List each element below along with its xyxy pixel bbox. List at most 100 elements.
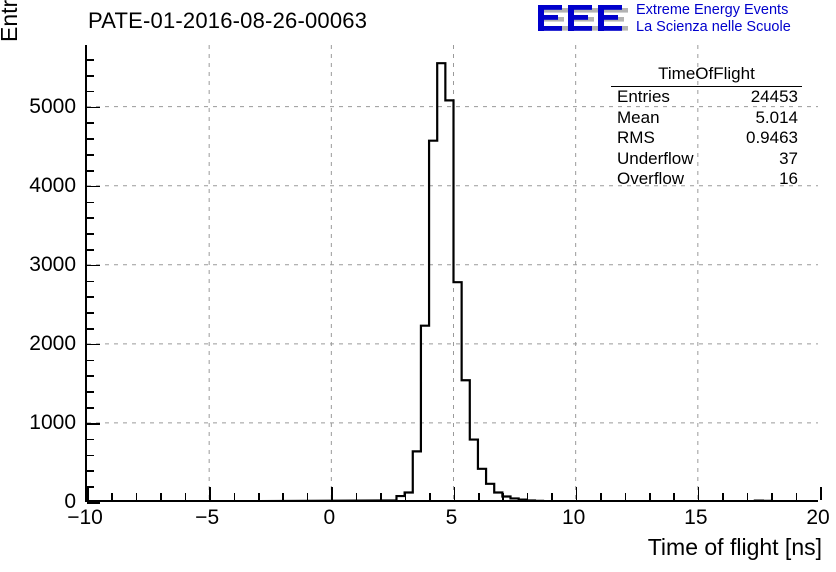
- x-minor-tick: [551, 493, 553, 500]
- y-tick-label: 3000: [29, 252, 76, 276]
- x-major-tick: [697, 487, 700, 500]
- x-minor-tick: [404, 493, 407, 500]
- stats-row: Underflow 37: [611, 149, 802, 170]
- y-minor-tick: [87, 233, 94, 235]
- x-minor-tick: [648, 493, 651, 500]
- x-minor-tick: [111, 493, 114, 500]
- y-minor-tick: [87, 217, 94, 219]
- x-minor-tick: [502, 493, 504, 500]
- eee-logo-line2: La Scienza nelle Scuole: [636, 18, 791, 35]
- x-minor-tick: [673, 493, 675, 500]
- x-major-tick: [331, 487, 333, 500]
- y-minor-tick: [87, 75, 94, 77]
- stats-value: 5.014: [755, 107, 798, 127]
- x-minor-tick: [600, 493, 602, 500]
- y-minor-tick: [87, 280, 94, 283]
- y-minor-tick: [87, 90, 94, 93]
- y-minor-tick: [87, 438, 94, 441]
- y-major-tick: [87, 185, 100, 188]
- y-tick-label: 1000: [29, 410, 76, 434]
- x-minor-tick: [184, 493, 187, 500]
- stats-row: Mean 5.014: [611, 108, 802, 129]
- stats-key: RMS: [617, 128, 655, 147]
- x-tick-label: −5: [195, 506, 220, 529]
- y-major-tick: [87, 502, 100, 504]
- stats-rows: Entries 24453 Mean 5.014 RMS 0.9463 Underflow 3…: [611, 87, 802, 190]
- y-minor-tick: [87, 122, 94, 125]
- x-tick-label: 15: [684, 506, 708, 529]
- x-minor-tick: [233, 493, 236, 500]
- plot-frame: [85, 45, 822, 504]
- eee-logo: Extreme Energy Events La Scienza nelle S…: [536, 2, 836, 38]
- y-minor-tick: [87, 296, 94, 299]
- x-tick-label: 0: [323, 506, 336, 529]
- y-minor-tick: [87, 154, 94, 156]
- stats-key: Entries: [617, 87, 670, 106]
- y-major-tick: [87, 264, 100, 267]
- x-minor-tick: [306, 493, 309, 500]
- y-minor-tick: [87, 454, 94, 457]
- stats-key: Mean: [617, 107, 660, 127]
- x-minor-tick: [771, 493, 773, 500]
- x-minor-tick: [746, 493, 749, 500]
- y-minor-tick: [87, 169, 94, 172]
- stats-box: TimeOfFlight Entries 24453 Mean 5.014 RMS 0.9…: [611, 64, 802, 190]
- y-minor-tick: [87, 359, 94, 362]
- x-axis-title: Time of flight [ns]: [647, 534, 822, 560]
- x-minor-tick: [282, 493, 285, 500]
- x-minor-tick: [477, 493, 480, 500]
- stats-key: Underflow: [617, 148, 694, 168]
- y-minor-tick: [87, 375, 94, 378]
- y-axis-title: Entries/bin: [0, 0, 23, 42]
- x-minor-tick: [795, 493, 798, 500]
- eee-logo-text: Extreme Energy Events La Scienza nelle S…: [636, 2, 791, 35]
- x-minor-tick: [160, 493, 162, 500]
- stats-value: 0.9463: [746, 128, 798, 147]
- x-major-tick: [453, 487, 456, 500]
- x-minor-tick: [135, 493, 138, 500]
- y-minor-tick: [87, 59, 94, 61]
- x-minor-tick: [526, 493, 529, 500]
- x-minor-tick: [429, 493, 431, 500]
- x-minor-tick: [624, 493, 627, 500]
- y-tick-label: 2000: [29, 331, 76, 355]
- y-minor-tick: [87, 138, 94, 140]
- y-tick-label: 5000: [29, 94, 76, 118]
- y-major-tick: [87, 106, 100, 109]
- y-minor-tick: [87, 248, 94, 251]
- x-tick-label: 10: [561, 506, 586, 529]
- x-minor-tick: [722, 493, 724, 500]
- y-minor-tick: [87, 201, 94, 204]
- y-tick-label: 4000: [29, 173, 76, 197]
- stats-value: 16: [779, 169, 798, 188]
- y-minor-tick: [87, 328, 94, 330]
- plot-area: [87, 45, 818, 500]
- x-tick-label: 5: [445, 506, 458, 529]
- x-major-tick: [87, 487, 89, 500]
- eee-logo-mark: [538, 5, 628, 31]
- x-tick-label: 20: [806, 506, 830, 529]
- stats-value: 37: [779, 148, 798, 168]
- stats-row: RMS 0.9463: [611, 128, 802, 149]
- stats-row: Overflow 16: [611, 169, 802, 190]
- x-major-tick: [575, 487, 578, 500]
- histogram-series: [87, 45, 818, 500]
- x-tick-label: −10: [67, 506, 103, 529]
- page-title: PATE-01-2016-08-26-00063: [88, 8, 368, 33]
- x-minor-tick: [258, 493, 260, 500]
- eee-logo-line1: Extreme Energy Events: [636, 2, 789, 18]
- y-minor-tick: [87, 470, 94, 472]
- x-major-tick: [209, 487, 211, 500]
- stats-row: Entries 24453: [611, 87, 802, 108]
- x-minor-tick: [355, 493, 358, 500]
- y-tick-label: 0: [64, 490, 76, 513]
- x-minor-tick: [380, 493, 382, 500]
- stats-key: Overflow: [617, 169, 685, 188]
- y-minor-tick: [87, 391, 94, 393]
- x-major-tick: [820, 487, 822, 500]
- y-minor-tick: [87, 486, 94, 488]
- y-major-tick: [87, 343, 100, 346]
- y-minor-tick: [87, 407, 94, 409]
- stats-title: TimeOfFlight: [611, 64, 802, 87]
